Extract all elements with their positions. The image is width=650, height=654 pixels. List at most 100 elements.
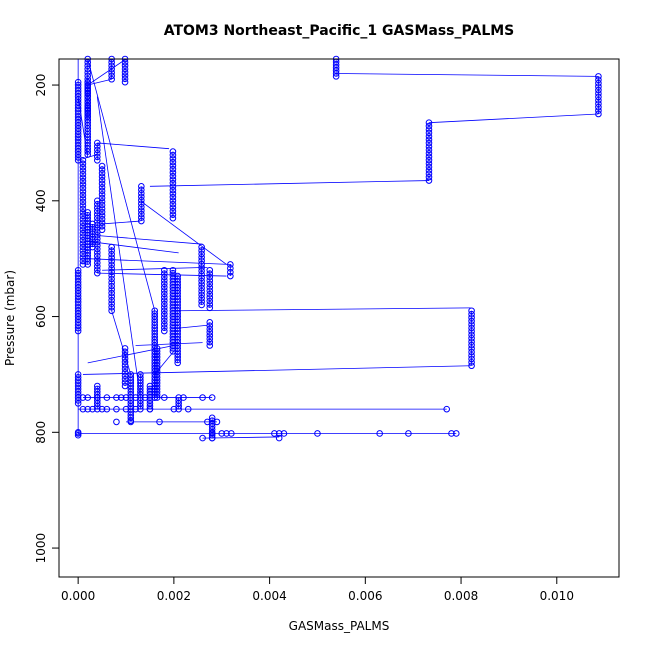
data-point bbox=[108, 289, 115, 297]
data-point bbox=[169, 151, 177, 159]
data-point bbox=[108, 303, 115, 311]
data-point bbox=[138, 183, 145, 190]
y-tick-label: 200 bbox=[34, 74, 48, 97]
data-point bbox=[206, 335, 214, 343]
data-point bbox=[93, 249, 101, 256]
data-point bbox=[98, 215, 106, 223]
data-point bbox=[468, 307, 475, 315]
data-point bbox=[74, 324, 82, 332]
data-point bbox=[595, 83, 602, 90]
data-point bbox=[468, 359, 475, 366]
data-point bbox=[93, 235, 101, 242]
data-point bbox=[113, 405, 120, 413]
y-tick-label: 400 bbox=[34, 189, 48, 212]
data-point bbox=[84, 148, 92, 155]
connector-line bbox=[96, 96, 141, 398]
data-point bbox=[93, 143, 101, 150]
data-point bbox=[198, 243, 205, 251]
data-point bbox=[595, 110, 602, 118]
data-point bbox=[93, 256, 101, 263]
data-point bbox=[425, 156, 433, 164]
data-point bbox=[169, 186, 177, 194]
data-point bbox=[108, 75, 115, 83]
data-point bbox=[206, 297, 214, 305]
y-tick-label: 1000 bbox=[34, 533, 48, 564]
data-point bbox=[84, 62, 92, 70]
data-point bbox=[98, 222, 106, 230]
data-point bbox=[425, 173, 433, 181]
data-point bbox=[89, 405, 96, 413]
data-point bbox=[198, 264, 205, 271]
data-point bbox=[98, 205, 106, 212]
data-point bbox=[108, 65, 115, 73]
data-point bbox=[425, 129, 433, 137]
data-point bbox=[74, 397, 82, 404]
data-point bbox=[108, 300, 115, 307]
data-point bbox=[169, 165, 177, 173]
data-point bbox=[108, 268, 115, 276]
data-point bbox=[160, 277, 168, 284]
data-point bbox=[425, 163, 433, 171]
data-point bbox=[79, 195, 87, 202]
data-point bbox=[108, 247, 115, 254]
data-point bbox=[595, 100, 602, 108]
connector-line bbox=[87, 58, 156, 311]
data-point bbox=[332, 70, 340, 77]
data-point bbox=[227, 268, 234, 276]
data-point bbox=[206, 287, 214, 295]
data-point bbox=[84, 59, 92, 66]
data-point bbox=[98, 198, 106, 205]
data-point bbox=[425, 126, 433, 133]
connector-line bbox=[77, 96, 89, 158]
x-tick-label: 0.008 bbox=[444, 589, 478, 603]
data-point bbox=[206, 290, 214, 298]
connector-line bbox=[140, 200, 227, 265]
connector-line bbox=[82, 365, 471, 375]
data-point bbox=[180, 394, 187, 401]
data-point bbox=[108, 293, 115, 300]
data-point bbox=[79, 394, 87, 401]
data-point bbox=[84, 258, 92, 265]
data-point bbox=[425, 136, 433, 143]
data-point bbox=[468, 348, 475, 356]
data-point bbox=[169, 183, 177, 190]
data-point bbox=[595, 97, 602, 104]
data-point bbox=[206, 342, 214, 349]
data-point bbox=[108, 243, 115, 251]
data-point bbox=[227, 272, 234, 280]
data-point bbox=[117, 394, 125, 401]
data-point bbox=[174, 356, 182, 364]
data-point bbox=[108, 272, 115, 279]
data-point bbox=[199, 434, 206, 442]
data-point bbox=[74, 430, 82, 437]
data-point bbox=[79, 177, 87, 185]
data-point bbox=[425, 119, 433, 126]
data-point bbox=[79, 188, 87, 195]
data-point bbox=[198, 257, 205, 265]
data-point bbox=[206, 277, 214, 284]
data-point bbox=[98, 183, 106, 191]
connector-line bbox=[102, 266, 208, 271]
data-point bbox=[108, 254, 115, 262]
chart-title: ATOM3 Northeast_Pacific_1 GASMass_PALMS bbox=[164, 23, 515, 39]
data-point bbox=[146, 402, 154, 410]
data-point bbox=[122, 394, 130, 401]
data-point bbox=[275, 430, 283, 437]
data-point bbox=[160, 266, 168, 274]
data-point bbox=[108, 261, 115, 269]
data-point bbox=[108, 265, 115, 272]
data-point bbox=[213, 418, 221, 426]
data-point bbox=[79, 167, 87, 175]
data-point bbox=[169, 345, 177, 352]
data-point bbox=[198, 260, 205, 268]
connector-line bbox=[97, 142, 170, 150]
data-point bbox=[93, 153, 101, 161]
connector-line bbox=[178, 324, 208, 329]
data-point bbox=[218, 430, 226, 437]
data-point bbox=[98, 162, 106, 170]
data-point bbox=[108, 62, 115, 70]
data-point bbox=[138, 189, 145, 197]
data-point bbox=[138, 203, 145, 211]
data-point bbox=[160, 314, 168, 321]
data-point bbox=[595, 103, 602, 111]
